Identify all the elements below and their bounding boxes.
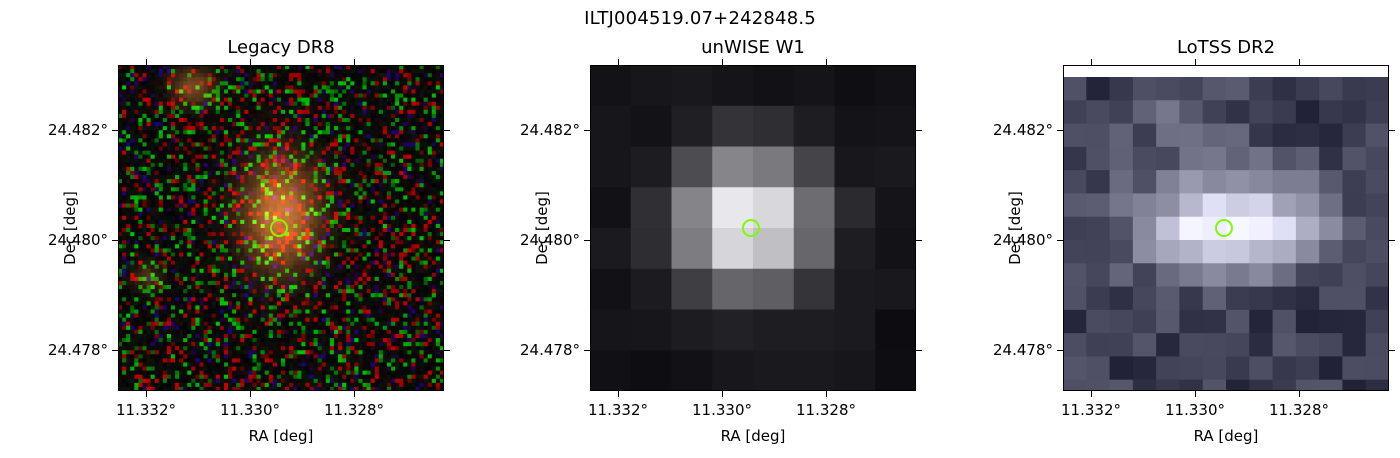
y-tick-label: 24.480° [993, 231, 1053, 249]
y-tick-right [916, 130, 922, 131]
panel-title: unWISE W1 [701, 37, 805, 58]
source-marker-circle [270, 219, 288, 237]
x-tick-top [1195, 59, 1196, 65]
axes-frame [118, 65, 444, 391]
x-tick-label: 11.328° [796, 401, 856, 419]
x-axis-label: RA [deg] [720, 427, 786, 445]
y-tick-right [444, 350, 450, 351]
x-tick [1091, 391, 1092, 397]
y-tick-label: 24.482° [48, 121, 108, 139]
y-tick-label: 24.478° [48, 341, 108, 359]
source-marker-circle [742, 219, 760, 237]
y-tick-right [1389, 350, 1395, 351]
legacy-dr8-image [118, 65, 444, 391]
x-tick-label: 11.332° [1061, 401, 1121, 419]
x-tick [354, 391, 355, 397]
x-tick-top [146, 59, 147, 65]
y-axis-label: Dec [deg] [1006, 191, 1024, 265]
x-tick-label: 11.328° [1269, 401, 1329, 419]
x-tick-top [354, 59, 355, 65]
y-tick-label: 24.478° [993, 341, 1053, 359]
y-tick [584, 240, 590, 241]
x-tick-top [722, 59, 723, 65]
figure-title: ILTJ004519.07+242848.5 [584, 8, 816, 29]
lotss-dr2-panel: LoTSS DR2 Dec [deg] RA [deg] 24.482° 24.… [993, 37, 1395, 445]
x-axis-label: RA [deg] [248, 427, 314, 445]
y-tick-right [916, 350, 922, 351]
y-tick [584, 130, 590, 131]
legacy-dr8-panel: Legacy DR8 Dec [deg] RA [deg] 24.482° 24… [48, 37, 450, 445]
x-tick-label: 11.330° [1165, 401, 1225, 419]
x-tick-top [1091, 59, 1092, 65]
y-tick [1057, 240, 1063, 241]
y-tick-right [444, 130, 450, 131]
y-tick-right [916, 240, 922, 241]
y-tick-right [1389, 240, 1395, 241]
x-tick-label: 11.332° [116, 401, 176, 419]
y-tick-label: 24.478° [520, 341, 580, 359]
axes-frame [590, 65, 916, 391]
x-tick-label: 11.332° [588, 401, 648, 419]
x-tick [618, 391, 619, 397]
unwise-w1-panel: unWISE W1 Dec [deg] RA [deg] 24.482° 24.… [520, 37, 922, 445]
y-tick [112, 350, 118, 351]
x-tick-top [618, 59, 619, 65]
x-tick-top [1299, 59, 1300, 65]
y-axis-label: Dec [deg] [533, 191, 551, 265]
x-tick-top [826, 59, 827, 65]
x-axis-label: RA [deg] [1193, 427, 1259, 445]
y-tick [584, 350, 590, 351]
x-tick [250, 391, 251, 397]
unwise-w1-image [590, 65, 916, 391]
x-tick [1299, 391, 1300, 397]
y-axis-label: Dec [deg] [61, 191, 79, 265]
y-tick-label: 24.482° [993, 121, 1053, 139]
panel-title: Legacy DR8 [227, 37, 335, 58]
y-tick [1057, 350, 1063, 351]
x-tick-label: 11.330° [220, 401, 280, 419]
x-tick [146, 391, 147, 397]
y-tick-label: 24.480° [48, 231, 108, 249]
axes-frame [1063, 65, 1389, 391]
y-tick [112, 240, 118, 241]
y-tick-right [1389, 130, 1395, 131]
x-tick [1195, 391, 1196, 397]
x-tick [826, 391, 827, 397]
y-tick-right [444, 240, 450, 241]
y-tick-label: 24.480° [520, 231, 580, 249]
y-tick-label: 24.482° [520, 121, 580, 139]
x-tick-label: 11.328° [324, 401, 384, 419]
x-tick-top [250, 59, 251, 65]
source-marker-circle [1215, 219, 1233, 237]
panel-title: LoTSS DR2 [1176, 37, 1276, 58]
x-tick-label: 11.330° [692, 401, 752, 419]
x-tick [722, 391, 723, 397]
y-tick [1057, 130, 1063, 131]
y-tick [112, 130, 118, 131]
